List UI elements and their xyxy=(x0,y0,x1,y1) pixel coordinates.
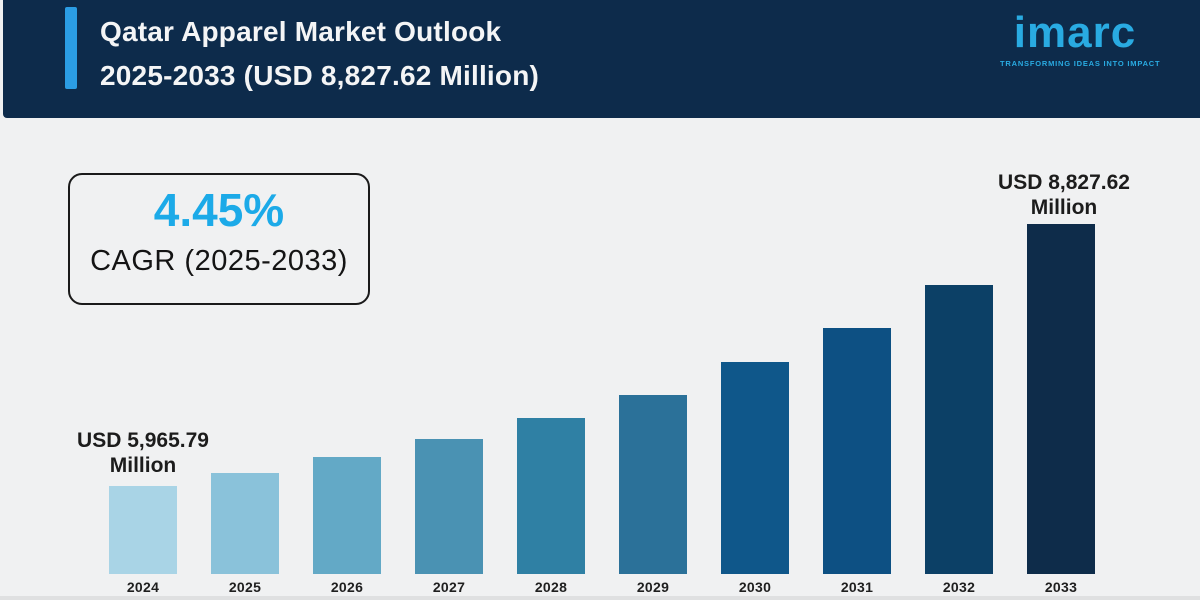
bar-2033 xyxy=(1027,224,1095,574)
year-label-2030: 2030 xyxy=(738,579,772,595)
first-bar-value-line-2: Million xyxy=(109,454,177,477)
year-label-2026: 2026 xyxy=(330,579,364,595)
year-label-2031: 2031 xyxy=(840,579,874,595)
bar-2030 xyxy=(721,362,789,574)
bar-2029 xyxy=(619,395,687,574)
year-label-2025: 2025 xyxy=(228,579,262,595)
bar-column-2024: 2024 xyxy=(109,486,177,596)
bar-column-2028: 2028 xyxy=(517,418,585,596)
cagr-value: 4.45% xyxy=(153,184,285,236)
bar-column-2027: 2027 xyxy=(415,439,483,596)
bar-2026 xyxy=(313,457,381,574)
bar-2025 xyxy=(211,473,279,574)
bar-column-2033: 2033 xyxy=(1027,224,1095,596)
first-bar-value-line-1: USD 5,965.79 xyxy=(77,429,209,452)
bar-2032 xyxy=(925,285,993,574)
bar-2024 xyxy=(109,486,177,574)
last-bar-value-label: USD 8,827.62 Million xyxy=(954,170,1174,220)
bar-column-2026: 2026 xyxy=(313,457,381,596)
bar-2031 xyxy=(823,328,891,574)
bar-2027 xyxy=(415,439,483,574)
page-title-line-2: 2025-2033 (USD 8,827.62 Million) xyxy=(100,60,540,91)
bar-column-2025: 2025 xyxy=(211,473,279,596)
cagr-label: CAGR (2025-2033) xyxy=(90,245,348,277)
year-label-2028: 2028 xyxy=(534,579,568,595)
header-banner: Qatar Apparel Market Outlook 2025-2033 (… xyxy=(3,0,1200,118)
bar-column-2032: 2032 xyxy=(925,285,993,596)
bottom-edge-strip xyxy=(0,596,1200,600)
last-bar-value-line-2: Million xyxy=(1030,196,1098,219)
bar-column-2029: 2029 xyxy=(619,395,687,596)
year-label-2027: 2027 xyxy=(432,579,466,595)
cagr-box: 4.45% CAGR (2025-2033) xyxy=(68,173,370,305)
bar-column-2031: 2031 xyxy=(823,328,891,596)
page-title: Qatar Apparel Market Outlook 2025-2033 (… xyxy=(100,10,539,98)
page-title-line-1: Qatar Apparel Market Outlook xyxy=(100,16,502,47)
year-label-2033: 2033 xyxy=(1044,579,1078,595)
first-bar-value-label: USD 5,965.79 Million xyxy=(33,428,253,478)
last-bar-value-line-1: USD 8,827.62 xyxy=(998,171,1130,194)
title-accent-bar xyxy=(65,7,77,89)
year-label-2032: 2032 xyxy=(942,579,976,595)
imarc-logo: imarc TRANSFORMING IDEAS INTO IMPACT xyxy=(1000,8,1161,68)
year-label-2024: 2024 xyxy=(126,579,160,595)
bar-chart: 2024 2025 2026 2027 2028 2029 2030 2031 2032 2033 xyxy=(109,224,1095,596)
year-label-2029: 2029 xyxy=(636,579,670,595)
bar-column-2030: 2030 xyxy=(721,362,789,596)
imarc-logo-wordmark: imarc xyxy=(1013,8,1137,57)
bar-2028 xyxy=(517,418,585,574)
imarc-logo-tagline: TRANSFORMING IDEAS INTO IMPACT xyxy=(1000,59,1161,68)
